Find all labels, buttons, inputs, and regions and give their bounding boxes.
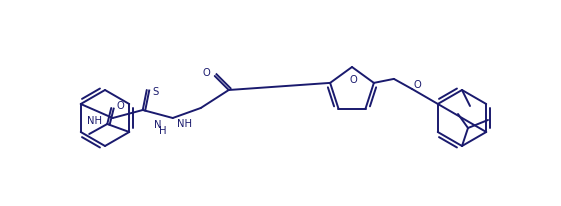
Text: N: N	[154, 120, 162, 130]
Text: NH: NH	[88, 116, 102, 126]
Text: NH: NH	[177, 119, 192, 129]
Text: O: O	[349, 75, 357, 85]
Text: O: O	[116, 101, 124, 111]
Text: S: S	[153, 87, 159, 97]
Text: H: H	[159, 126, 167, 136]
Text: O: O	[202, 68, 210, 78]
Text: O: O	[414, 80, 422, 90]
